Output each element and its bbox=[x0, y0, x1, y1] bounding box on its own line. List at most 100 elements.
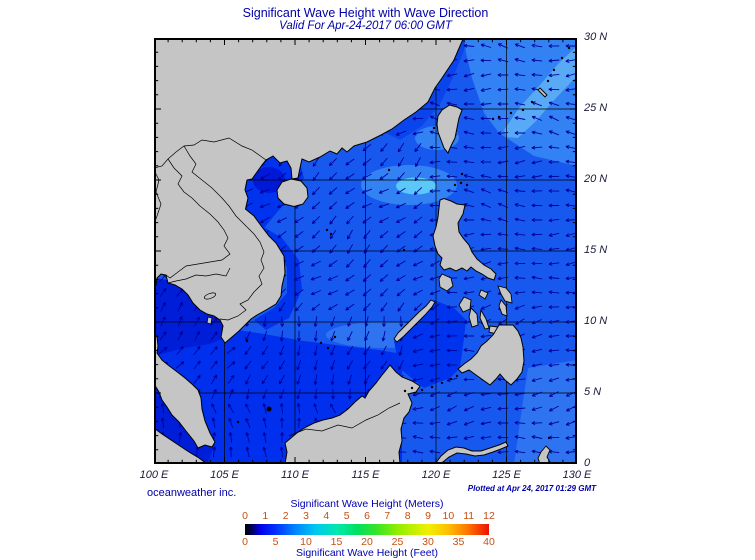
islet-dot bbox=[491, 117, 495, 121]
land-masses bbox=[154, 38, 571, 464]
islet-dot bbox=[402, 248, 406, 252]
border-vietnam-china bbox=[154, 137, 267, 169]
land-samar bbox=[497, 285, 513, 304]
cb-feet-value-40: 40 bbox=[483, 536, 495, 548]
islet-dot bbox=[403, 389, 407, 393]
islet-dot bbox=[453, 183, 457, 187]
cb-feet-value-30: 30 bbox=[422, 536, 434, 548]
border-myanmar-thailand bbox=[154, 169, 162, 225]
credit-text: oceanweather inc. bbox=[147, 487, 237, 499]
islet-dot bbox=[387, 168, 391, 172]
islet-dot bbox=[449, 377, 453, 381]
islet-dot bbox=[319, 341, 323, 345]
cb-meters-value-1: 1 bbox=[262, 510, 269, 522]
land-cebu bbox=[479, 308, 490, 330]
map-frame bbox=[154, 38, 577, 464]
cb-meters-value-6: 6 bbox=[364, 510, 370, 522]
cb-feet-value-10: 10 bbox=[300, 536, 312, 548]
cb-meters-value-4: 4 bbox=[323, 510, 330, 522]
islet-dot bbox=[530, 100, 534, 104]
land-sumatra bbox=[154, 427, 208, 464]
cb-feet-value-0: 0 bbox=[242, 536, 248, 548]
frame-ticks bbox=[154, 38, 577, 464]
land-hainan bbox=[276, 178, 309, 208]
land-borneo bbox=[284, 364, 421, 464]
colorbar-meters-ticks: 0 1 2 3 4 5 6 7 8 9 10 11 12 bbox=[242, 510, 495, 522]
islet-dot bbox=[236, 420, 240, 424]
land-mindanao bbox=[457, 324, 525, 386]
islet-dot bbox=[329, 232, 333, 236]
lon-label-105e: 105 E bbox=[210, 469, 239, 481]
islet-dot bbox=[459, 181, 463, 185]
islet-dot bbox=[326, 346, 330, 350]
land-masbate bbox=[478, 289, 489, 300]
cb-meters-value-10: 10 bbox=[442, 510, 455, 522]
islet-dot bbox=[245, 339, 249, 343]
lake-tonle-sap bbox=[203, 292, 217, 300]
islet-dot bbox=[266, 406, 272, 412]
page-title: Significant Wave Height with Wave Direct… bbox=[242, 6, 489, 20]
small-islands bbox=[236, 46, 571, 440]
lon-label-100e: 100 E bbox=[139, 469, 169, 481]
land-phu-quoc bbox=[206, 316, 213, 325]
lon-label-115e: 115 E bbox=[351, 469, 380, 481]
land-panay bbox=[458, 296, 472, 313]
tick-path bbox=[154, 38, 577, 464]
land-luzon bbox=[432, 197, 497, 281]
cb-feet-value-5: 5 bbox=[272, 536, 279, 548]
cb-feet-value-25: 25 bbox=[391, 536, 404, 548]
cb-meters-value-0: 0 bbox=[242, 510, 248, 522]
islet-dot bbox=[440, 381, 444, 385]
land-taiwan bbox=[436, 104, 463, 154]
islet-dot bbox=[325, 228, 329, 232]
cb-meters-value-9: 9 bbox=[425, 510, 431, 522]
map-svg bbox=[154, 38, 577, 464]
sea-patch-southeast-light bbox=[514, 360, 577, 464]
land-malay-peninsula bbox=[154, 332, 216, 449]
islet-dot bbox=[430, 385, 434, 389]
lat-label-15n: 15 N bbox=[584, 244, 608, 256]
islet-dot bbox=[497, 115, 501, 119]
land-okinawa bbox=[537, 87, 548, 98]
sea-patch-cyan-spot bbox=[396, 177, 436, 195]
sea-patch-gulf-of-thailand bbox=[154, 278, 226, 356]
cb-meters-value-12: 12 bbox=[483, 510, 495, 522]
lon-label-130e: 130 E bbox=[562, 469, 592, 481]
lat-label-25n: 25 N bbox=[584, 102, 608, 114]
border-vietnam-laos-cambodia bbox=[183, 145, 265, 321]
sea-patch-vietnam-coast bbox=[249, 226, 302, 330]
cb-feet-value-20: 20 bbox=[361, 536, 373, 548]
country-borders bbox=[154, 137, 401, 437]
islet-dot bbox=[560, 56, 564, 60]
lat-label-20n: 20 N bbox=[584, 173, 608, 185]
plotted-timestamp: Plotted at Apr 24, 2017 01:29 GMT bbox=[467, 484, 596, 493]
land-leyte bbox=[498, 299, 508, 317]
lat-label-10n: 10 N bbox=[584, 315, 608, 327]
islet-dot bbox=[333, 335, 337, 339]
land-negros bbox=[468, 307, 479, 328]
islet-dot bbox=[546, 79, 550, 83]
lon-label-125e: 125 E bbox=[492, 469, 521, 481]
islet-dot bbox=[432, 126, 436, 130]
lat-label-30n: 30 N bbox=[584, 31, 608, 43]
islet-dot bbox=[455, 374, 459, 378]
border-borneo-internal bbox=[288, 402, 401, 437]
border-thailand-laos bbox=[165, 158, 231, 279]
islet-dot bbox=[509, 111, 513, 115]
border-cambodia-thailand bbox=[167, 267, 231, 284]
land-sulawesi bbox=[434, 441, 509, 464]
islet-dot bbox=[460, 172, 464, 176]
islet-dot bbox=[521, 108, 525, 112]
sea-patch-northeast-light bbox=[464, 38, 577, 166]
islet-dot bbox=[567, 46, 571, 50]
cb-feet-value-35: 35 bbox=[452, 536, 465, 548]
lon-label-120e: 120 E bbox=[421, 469, 451, 481]
cb-meters-value-7: 7 bbox=[384, 510, 391, 522]
colorbar-feet-label: Significant Wave Height (Feet) bbox=[295, 547, 438, 559]
islet-dot bbox=[552, 68, 556, 72]
colorbar-gradient bbox=[245, 524, 489, 535]
lon-label-110e: 110 E bbox=[281, 469, 309, 481]
islet-dot bbox=[465, 183, 469, 187]
lat-label-5n: 5 N bbox=[584, 386, 602, 398]
